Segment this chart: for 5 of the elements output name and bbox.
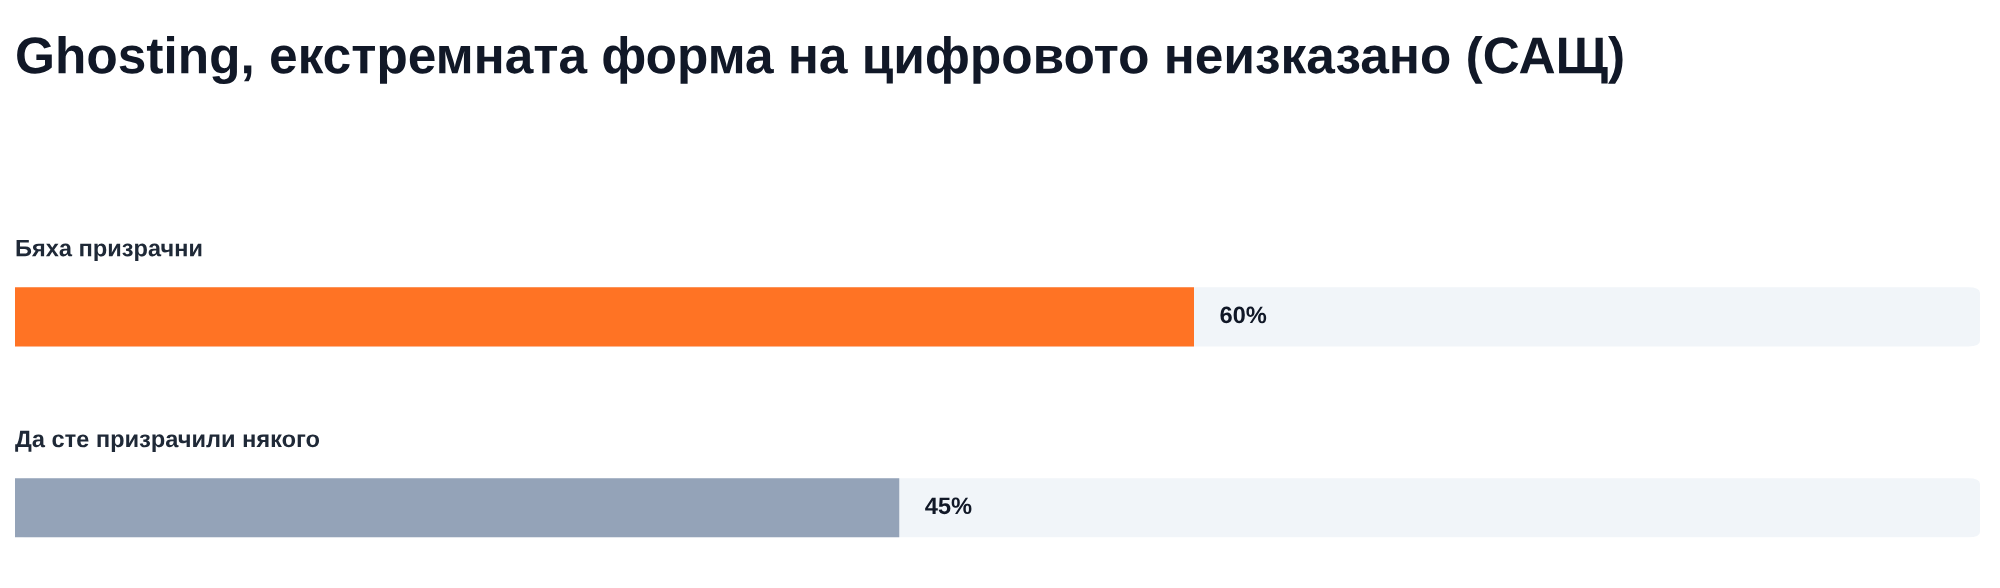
y-tick-label: Да сте призрачили някого [15, 430, 320, 452]
y-tick-label: Бяха призрачни [16, 239, 202, 262]
data-label: 60% [1220, 306, 1267, 324]
chart-title: Ghosting, екстремната форма на цифровото неизказано (САЩ) [17, 35, 1623, 85]
data-label: 45% [925, 497, 972, 515]
